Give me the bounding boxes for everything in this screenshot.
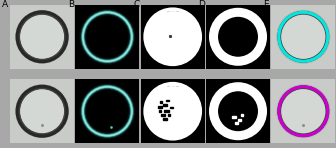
Circle shape (150, 89, 196, 134)
Circle shape (281, 89, 326, 134)
Bar (168, 114, 170, 116)
Bar (159, 110, 161, 112)
Text: --- . . . ---: --- . . . --- (167, 84, 179, 88)
Text: C: C (133, 0, 139, 9)
Bar (160, 101, 163, 103)
Bar (241, 114, 243, 116)
Bar (238, 119, 241, 121)
Text: D: D (198, 0, 205, 9)
Bar (236, 122, 238, 124)
Circle shape (19, 89, 65, 134)
Bar (158, 106, 162, 108)
Text: --- . . . ---: --- . . . --- (167, 9, 179, 13)
Circle shape (16, 85, 68, 137)
Bar (161, 114, 165, 116)
Text: A: A (2, 0, 8, 9)
Circle shape (16, 11, 68, 63)
Bar (163, 104, 167, 106)
Bar (166, 100, 169, 101)
Bar (232, 116, 236, 118)
Circle shape (19, 14, 65, 59)
Text: E: E (264, 0, 269, 9)
Circle shape (277, 85, 330, 137)
Text: B: B (68, 0, 74, 9)
Bar (170, 107, 173, 108)
Bar (164, 110, 169, 112)
Bar (163, 118, 167, 120)
Circle shape (150, 14, 196, 59)
Circle shape (277, 11, 330, 63)
Circle shape (281, 14, 326, 59)
